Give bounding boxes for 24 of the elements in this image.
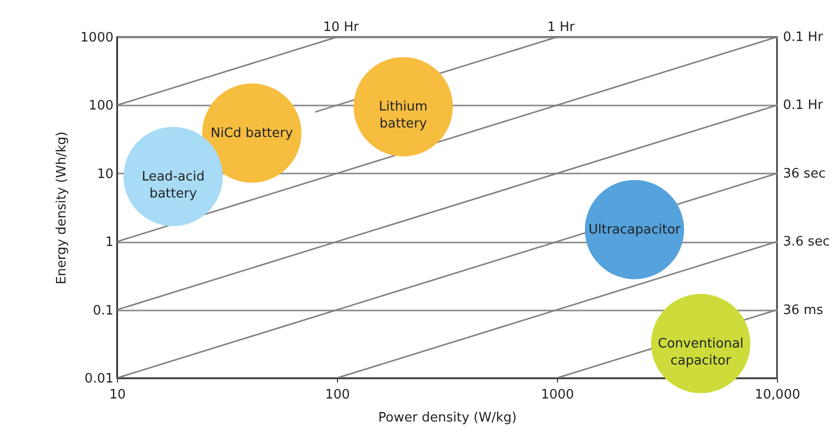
y-tick-label: 1: [105, 235, 114, 250]
series-label: Conventional capacitor: [658, 336, 744, 369]
y-tick-label: 0.01: [84, 372, 114, 386]
series-label: 0.1 Hr: [783, 30, 824, 45]
series-label: 0.1 Hr: [783, 98, 824, 114]
series-label: Lead-acid battery: [142, 170, 205, 202]
x-tick-label: 100: [325, 388, 350, 402]
series-label: 3.6 sec: [783, 234, 830, 250]
y-tick-label: 100: [88, 98, 114, 114]
y-axis-title: Energy density (Wh/kg): [54, 132, 70, 284]
series-label: 1 Hr: [547, 20, 576, 35]
y-tick-label: 10: [96, 166, 114, 182]
x-axis-title: Power density (W/kg): [378, 410, 517, 426]
series-label: 36 sec: [783, 166, 826, 182]
series-label: NiCd battery: [210, 126, 294, 142]
series-label: 36 ms: [783, 302, 824, 318]
x-tick-label: 10: [109, 388, 126, 402]
y-tick-label: 0.1: [92, 303, 114, 318]
series-label: Ultracapacitor: [588, 222, 682, 238]
series-label: 10 Hr: [323, 20, 360, 35]
x-tick-label: 10,000: [754, 388, 800, 402]
series-label: Lithium battery: [378, 100, 428, 132]
y-tick-label: 1000: [80, 30, 114, 46]
x-tick-label: 1000: [540, 388, 574, 402]
